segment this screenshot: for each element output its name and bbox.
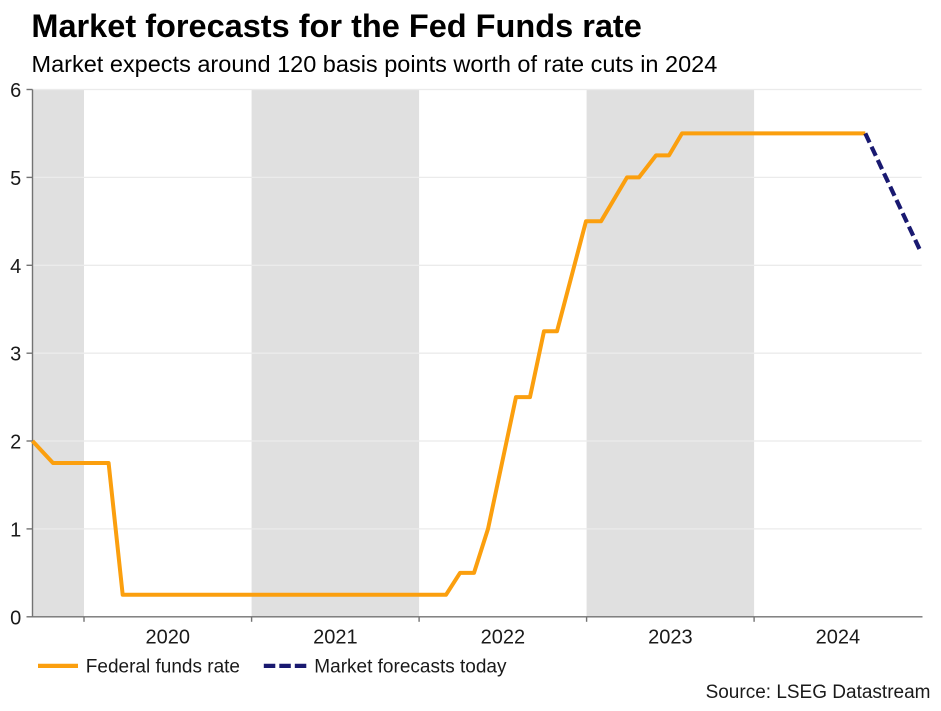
svg-text:Source: LSEG Datastream: Source: LSEG Datastream: [706, 682, 931, 703]
svg-text:2024: 2024: [816, 627, 861, 649]
svg-text:2021: 2021: [313, 627, 358, 649]
svg-text:Market forecasts today: Market forecasts today: [314, 656, 507, 677]
svg-text:4: 4: [10, 256, 21, 278]
svg-text:3: 3: [10, 344, 21, 366]
svg-text:2023: 2023: [648, 627, 693, 649]
svg-text:Federal funds rate: Federal funds rate: [86, 656, 240, 677]
svg-text:0: 0: [10, 607, 21, 629]
svg-text:2: 2: [10, 432, 21, 454]
svg-text:2022: 2022: [481, 627, 526, 649]
svg-text:5: 5: [10, 168, 21, 190]
svg-text:1: 1: [10, 519, 21, 541]
svg-text:2020: 2020: [146, 627, 191, 649]
svg-text:Market expects around 120 basi: Market expects around 120 basis points w…: [32, 51, 718, 77]
svg-text:Market forecasts for the Fed F: Market forecasts for the Fed Funds rate: [31, 8, 641, 44]
svg-text:6: 6: [10, 80, 21, 102]
